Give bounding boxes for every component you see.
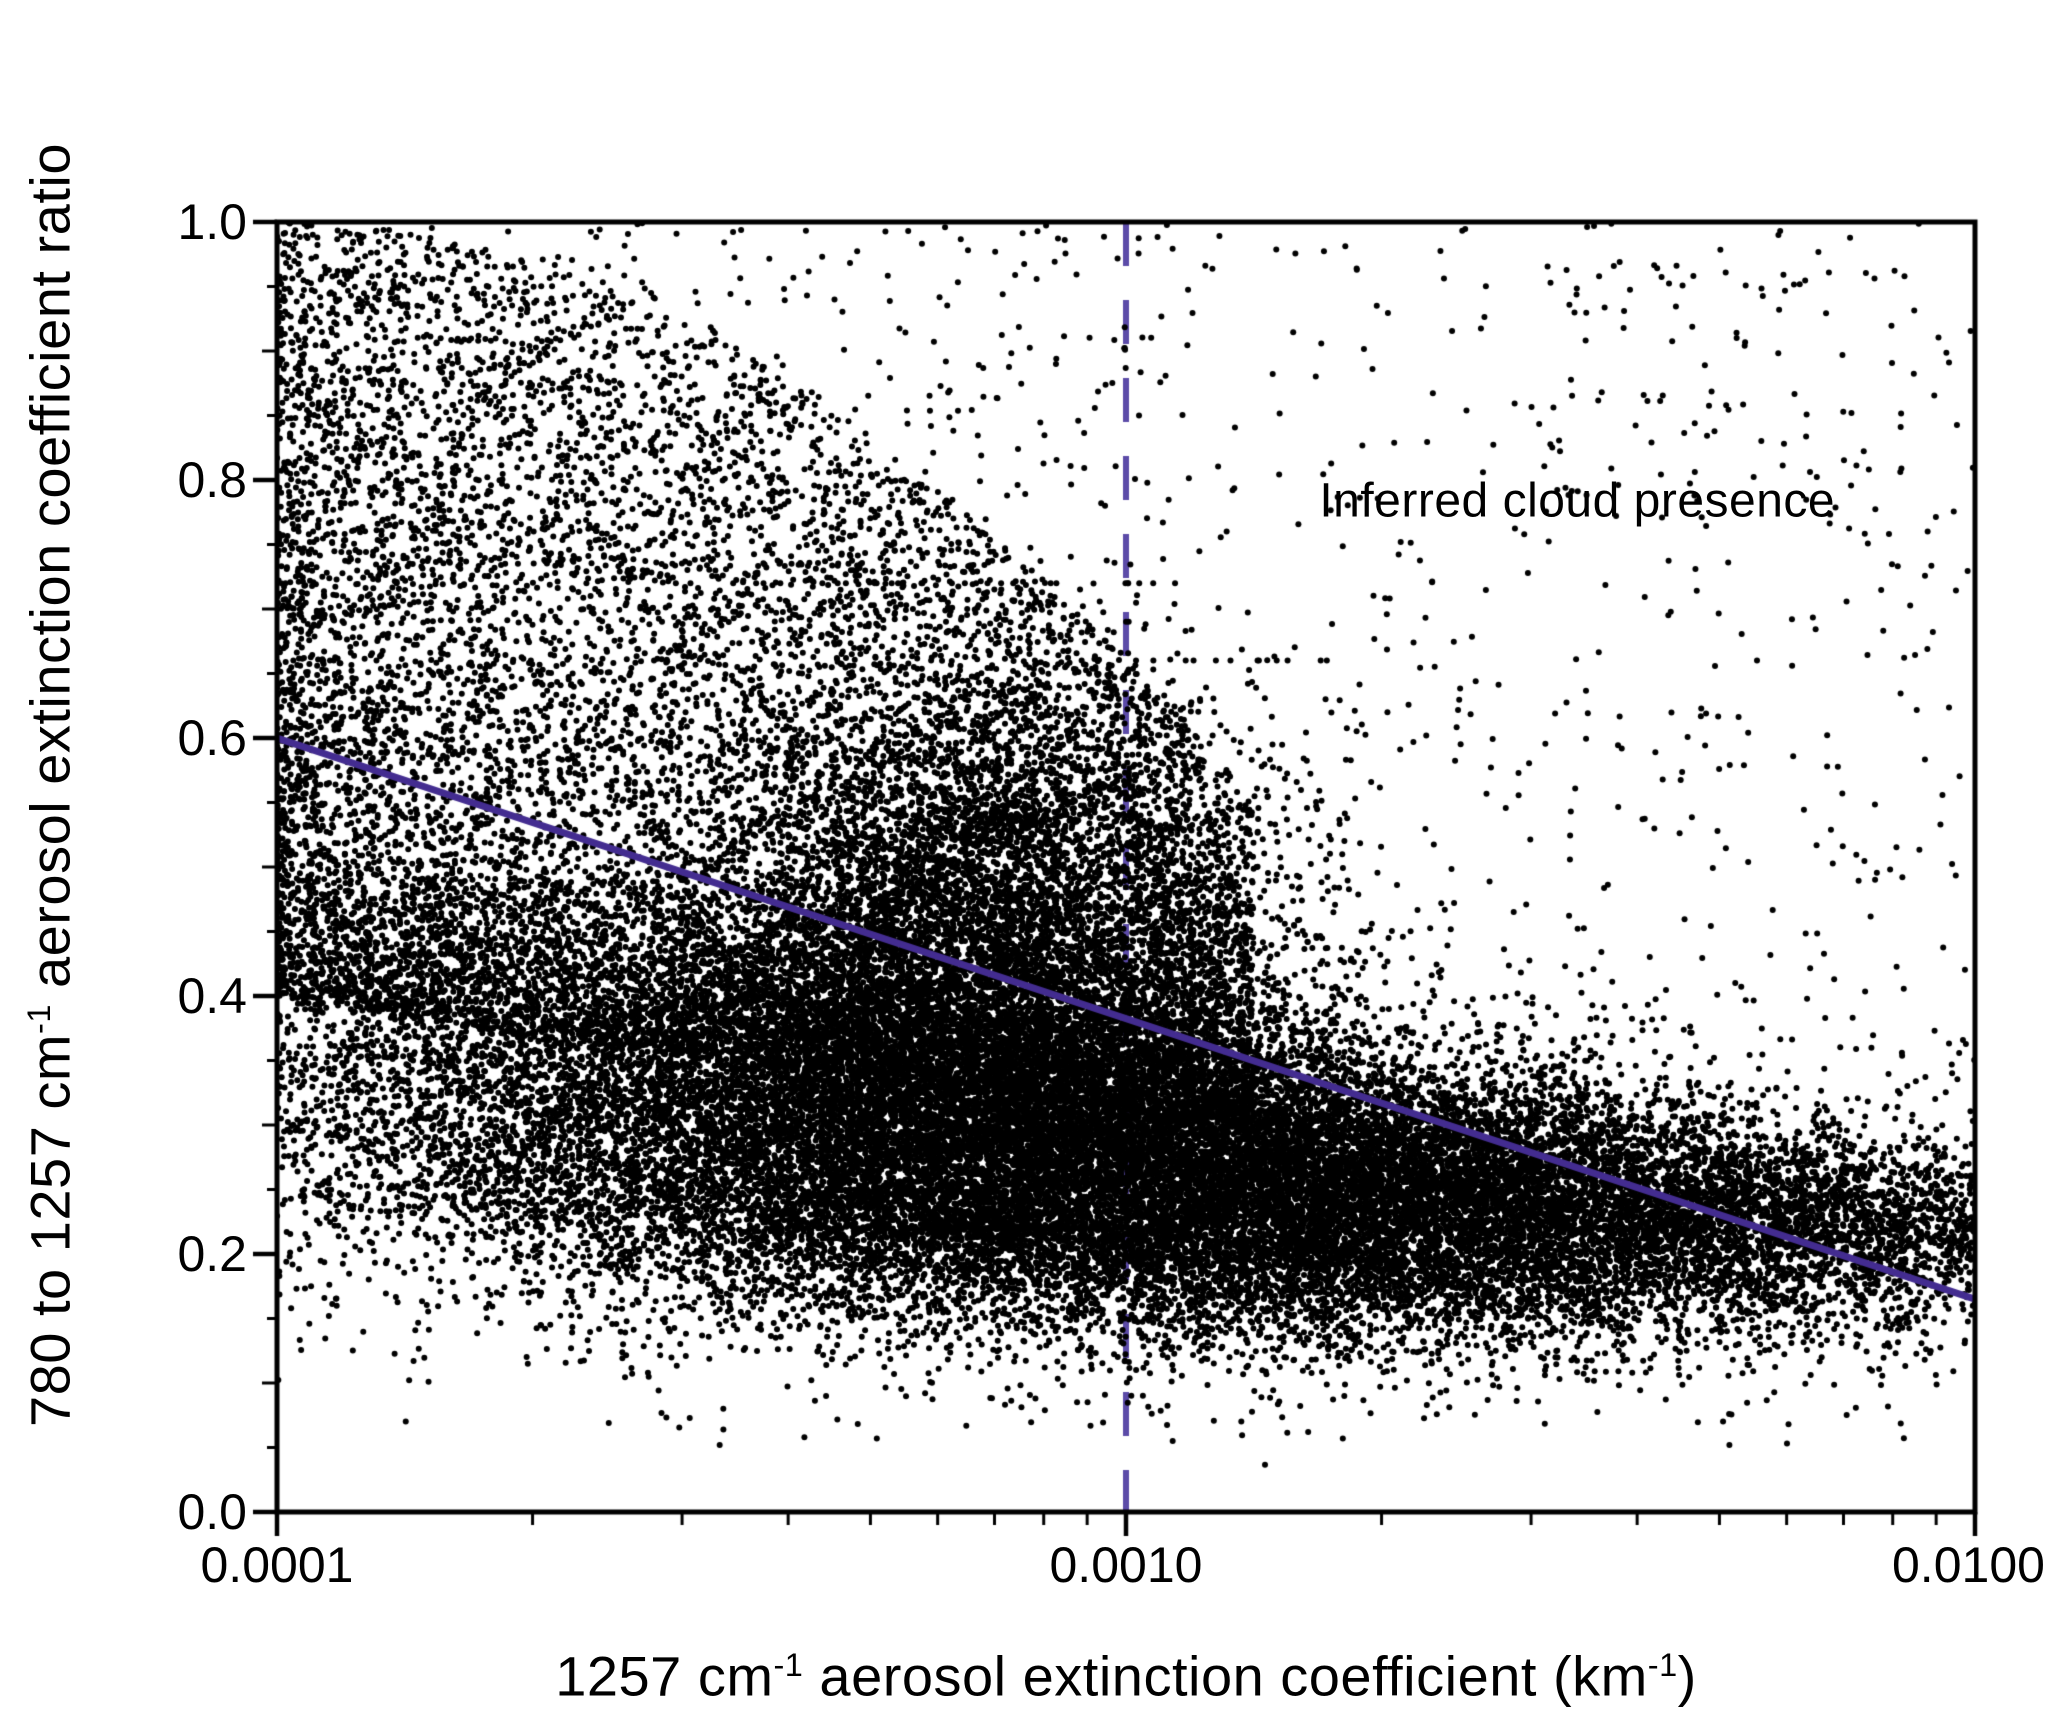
y-tick-label: 1.0 <box>177 194 247 250</box>
x-tick-label: 0.0001 <box>200 1537 354 1593</box>
y-tick-label: 0.6 <box>177 710 247 766</box>
y-axis-title: 780 to 1257 cm-1 aerosol extinction coef… <box>18 143 82 1427</box>
y-tick-label: 0.0 <box>177 1484 247 1540</box>
x-tick-label: 0.0100 <box>1892 1537 2045 1593</box>
y-tick-label: 0.4 <box>177 968 247 1024</box>
x-axis-title: 1257 cm-1 aerosol extinction coefficient… <box>555 1644 1697 1708</box>
y-tick-label: 0.2 <box>177 1226 247 1282</box>
y-tick-label: 0.8 <box>177 452 247 508</box>
x-tick-label: 0.0010 <box>1049 1537 1203 1593</box>
inferred-cloud-annotation: Inferred cloud presence <box>1319 474 1836 528</box>
